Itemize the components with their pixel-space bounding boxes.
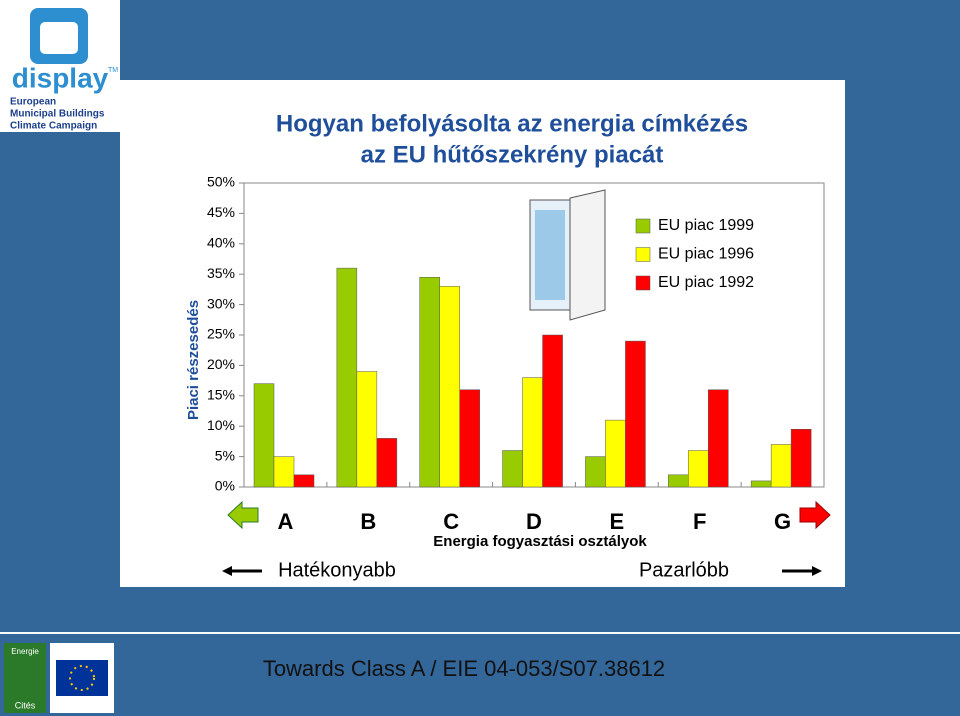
bar <box>605 419 626 488</box>
legend-label: EU piac 1999 <box>658 217 754 234</box>
x-tick-label: F <box>693 509 706 534</box>
fridge-illustration <box>529 189 606 321</box>
x-tick-label: D <box>526 509 542 534</box>
fridge-door <box>569 189 606 321</box>
y-tick-label: 0% <box>215 478 235 494</box>
x-tick-label: C <box>443 509 459 534</box>
y-tick-label: 45% <box>207 204 235 220</box>
annotation-arrowhead <box>812 566 822 576</box>
bar <box>522 377 543 488</box>
legend-swatch <box>635 218 651 234</box>
bar <box>688 450 709 488</box>
chart-title: az EU hűtőszekrény piacát <box>361 141 664 168</box>
bar <box>708 389 729 488</box>
bar <box>336 267 358 488</box>
x-tick-label: G <box>774 509 791 534</box>
x-tick-label: A <box>277 509 293 534</box>
divider <box>0 632 960 634</box>
bar <box>253 383 275 488</box>
bar <box>502 450 523 488</box>
bar <box>625 340 646 488</box>
y-tick-label: 20% <box>207 356 235 372</box>
bar <box>439 286 460 488</box>
legend-label: EU piac 1992 <box>658 274 754 291</box>
energie-logo-text: Energie <box>11 647 39 656</box>
bar <box>668 474 689 488</box>
logo-name: display <box>12 62 109 93</box>
y-tick-label: 40% <box>207 235 235 251</box>
y-tick-label: 50% <box>207 174 235 190</box>
legend-label: EU piac 1996 <box>658 246 754 263</box>
bar <box>750 480 772 488</box>
bar <box>790 428 812 488</box>
bar <box>356 371 378 488</box>
x-tick-label: E <box>610 509 625 534</box>
annotation: Pazarlóbb <box>639 559 729 581</box>
y-tick-label: 10% <box>207 417 235 433</box>
bar <box>376 438 398 488</box>
energie-logo <box>4 643 46 713</box>
efficient-arrow <box>227 500 259 530</box>
footer-text: Towards Class A / EIE 04-053/S07.38612 <box>263 656 665 681</box>
x-tick-label: B <box>360 509 376 534</box>
legend-swatch <box>635 247 651 262</box>
logo-tm: TM <box>108 67 118 74</box>
wasteful-arrow <box>799 500 831 530</box>
logo-line: Climate Campaign <box>10 121 97 132</box>
bar <box>459 389 480 488</box>
logo-line: European <box>10 97 56 108</box>
energie-logo-text: Cités <box>15 700 36 710</box>
y-tick-label: 35% <box>207 265 235 281</box>
eu-stars <box>69 665 95 691</box>
legend-swatch <box>635 275 651 291</box>
logo-face <box>40 22 78 54</box>
chart-title: Hogyan befolyásolta az energia címkézés <box>276 110 748 137</box>
bar <box>419 276 440 488</box>
y-tick-label: 15% <box>207 387 235 403</box>
annotation: Hatékonyabb <box>278 559 396 581</box>
y-tick-label: 5% <box>215 447 235 463</box>
y-tick-label: 25% <box>207 326 235 342</box>
bar <box>585 456 606 488</box>
y-tick-label: 30% <box>207 295 235 311</box>
logo-line: Municipal Buildings <box>10 109 105 120</box>
bar <box>273 456 295 488</box>
y-axis-label: Piaci részesedés <box>185 300 202 420</box>
fridge-inside <box>535 210 565 300</box>
bar <box>293 474 315 488</box>
bar <box>770 444 792 488</box>
annotation-arrowhead <box>222 566 232 576</box>
x-axis-label: Energia fogyasztási osztályok <box>433 533 647 550</box>
bar <box>542 334 563 488</box>
